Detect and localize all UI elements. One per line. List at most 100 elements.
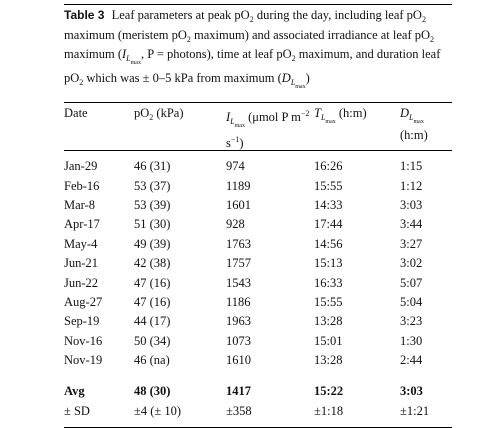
cell: 1543: [226, 275, 251, 290]
cell: 15:22: [314, 384, 344, 399]
text-part: 2: [79, 77, 84, 87]
cell: 53 (37): [134, 178, 171, 193]
cell: 3:44: [400, 217, 423, 232]
cell: ±1:18: [314, 403, 344, 418]
text-part: I: [121, 47, 127, 61]
cell: 1610: [226, 353, 251, 368]
text-part: maximum, and duration leaf pO: [64, 47, 441, 85]
cell: 53 (39): [134, 197, 171, 212]
caption: Table 3 Leaf parameters at peak pO 2 duri…: [64, 4, 452, 94]
text-part: L: [230, 117, 235, 126]
table-row: Jan-29 46 (31) 974 16:26 1:15: [64, 151, 452, 177]
cell: ±4 (± 10): [134, 403, 182, 418]
cell: Avg: [64, 384, 85, 399]
cell: 1763: [226, 236, 251, 251]
cell: 47 (16): [134, 294, 171, 309]
text-part: which was ± 0–5 kPa from maximum (: [83, 70, 282, 85]
table-row: Nov-19 46 (na) 1610 13:28 2:44: [64, 351, 452, 370]
text-part: pO: [134, 106, 150, 120]
table-row: Sep-19 44 (17) 1963 13:28 3:23: [64, 312, 452, 331]
table-row: Mar-8 53 (39) 1601 14:33 3:03: [64, 196, 452, 215]
cell: Jan-29: [64, 159, 98, 174]
table-row: Apr-17 51 (30) 928 17:44 3:44: [64, 215, 452, 234]
table-figure: Table 3 Leaf parameters at peak pO 2 duri…: [64, 4, 452, 428]
text-part: T: [314, 106, 321, 120]
cell: 1:30: [400, 333, 423, 348]
column-header: Date: [64, 103, 134, 151]
cell: 46 (31): [134, 159, 171, 174]
cell: 47 (16): [134, 275, 171, 290]
text-part: maximum (: [64, 47, 122, 61]
text-part: 2: [291, 54, 296, 63]
text-part: Leaf parameters at peak pO: [111, 8, 250, 22]
column-header: ILmax (μmol P m−2 s−1): [226, 103, 314, 151]
text-part: L: [290, 77, 296, 87]
cell: Jun-22: [64, 275, 99, 290]
text-part: max: [325, 119, 336, 125]
cell: 14:33: [314, 197, 343, 212]
cell: 3:23: [400, 314, 423, 329]
cell: 15:01: [314, 333, 343, 348]
cell: 928: [226, 217, 245, 232]
caption-label: Table 3: [64, 8, 105, 22]
cell: 1186: [226, 294, 251, 309]
text-part: max: [295, 83, 306, 90]
cell: Nov-19: [64, 353, 103, 368]
cell: 15:55: [314, 178, 343, 193]
table-body: Jan-29 46 (31) 974 16:26 1:15 Feb-16 53 (37) 11…: [64, 151, 452, 428]
cell: May-4: [64, 236, 98, 251]
summary-row: Avg 48 (30) 1417 15:22 3:03: [64, 370, 452, 401]
cell: 16:26: [314, 159, 343, 174]
text-part: −2: [300, 109, 310, 118]
cell: 1417: [226, 384, 251, 399]
cell: ± SD: [64, 403, 90, 418]
cell: 974: [226, 159, 245, 174]
cell: 51 (30): [134, 217, 171, 232]
cell: 3:03: [400, 197, 423, 212]
column-header: pO2 (kPa): [134, 103, 226, 151]
cell: 3:03: [400, 384, 423, 399]
column-header: TLmax (h:m): [314, 103, 400, 151]
cell: 46 (na): [134, 353, 170, 368]
cell: 49 (39): [134, 236, 171, 251]
cell: 1601: [226, 197, 251, 212]
cell: 15:13: [314, 256, 343, 271]
cell: ±358: [226, 403, 252, 418]
cell: Mar-8: [64, 197, 95, 212]
cell: 14:56: [314, 236, 343, 251]
table-row: Jun-22 47 (16) 1543 16:33 5:07: [64, 273, 452, 292]
text-part: L: [126, 54, 131, 63]
table-row: Feb-16 53 (37) 1189 15:55 1:12: [64, 176, 452, 195]
cell: 1963: [226, 314, 251, 329]
text-part: max: [413, 119, 424, 125]
cell: 44 (17): [134, 314, 171, 329]
table-row: May-4 49 (39) 1763 14:56 3:27: [64, 235, 452, 254]
text-part: maximum) and associated irradiance at le…: [190, 27, 431, 42]
table-row: Nov-16 50 (34) 1073 15:01 1:30: [64, 332, 452, 351]
cell: 50 (34): [134, 333, 171, 348]
text-part: ): [239, 136, 244, 150]
cell: ±1:21: [400, 403, 430, 418]
text-part: max: [234, 123, 245, 129]
summary-row: ± SD ±4 (± 10) ±358 ±1:18 ±1:21: [64, 402, 452, 428]
cell: 1:15: [400, 159, 423, 174]
text-part: ): [305, 70, 310, 85]
cell: Nov-16: [64, 333, 103, 348]
column-header: DLmax (h:m): [400, 103, 452, 151]
cell: Apr-17: [64, 217, 100, 232]
text-part: , P = photons), time at leaf pO: [140, 47, 292, 61]
cell: 5:07: [400, 275, 423, 290]
table: Date pO2 (kPa) ILmax (μmol P m−2 s−1) TLmax…: [64, 102, 452, 428]
text-part: (kPa): [153, 106, 184, 120]
text-part: during the day, including leaf pO: [253, 8, 422, 22]
text-part: maximum (meristem pO: [64, 27, 187, 42]
cell: 2:44: [400, 353, 423, 368]
cell: Feb-16: [64, 178, 100, 193]
text-part: L: [320, 113, 326, 122]
cell: Sep-19: [64, 314, 100, 329]
text-part: s: [226, 136, 231, 150]
text-part: D: [281, 70, 291, 85]
text-part: (μmol P m: [244, 110, 301, 124]
table-header: Date pO2 (kPa) ILmax (μmol P m−2 s−1) TLmax…: [64, 102, 452, 151]
